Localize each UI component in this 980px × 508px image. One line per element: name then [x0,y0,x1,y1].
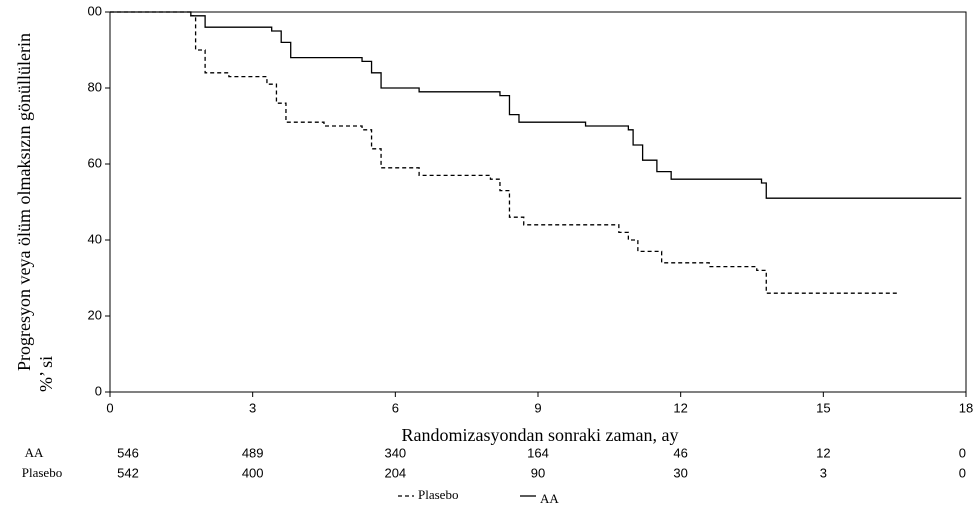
y-tick-label: 60 [88,155,102,170]
risk-value: 340 [384,445,406,460]
survival-curve [110,11,962,199]
x-axis-label: Randomizasyondan sonraki zaman, ay [402,425,679,445]
x-tick-label: 15 [816,400,830,415]
plot-frame [109,11,967,393]
risk-value: 0 [959,465,966,480]
x-tick-label: 18 [959,400,973,415]
x-tick-label: 9 [534,400,541,415]
risk-row-label: Plasebo [22,465,62,480]
risk-value: 542 [117,465,139,480]
risk-value: 12 [816,445,830,460]
y-tick-label: 80 [88,79,102,94]
x-tick-label: 12 [673,400,687,415]
survival-curve [110,11,900,294]
x-tick-label: 6 [392,400,399,415]
x-tick-label: 0 [106,400,113,415]
legend-label: AA [540,491,559,506]
risk-value: 489 [242,445,264,460]
y-tick-label: 20 [88,307,102,322]
risk-value: 0 [959,445,966,460]
risk-value: 204 [384,465,406,480]
y-tick-label: 0 [95,383,102,398]
legend-label: Plasebo [418,487,458,502]
risk-value: 90 [531,465,545,480]
risk-value: 400 [242,465,264,480]
risk-value: 546 [117,445,139,460]
x-tick-label: 3 [249,400,256,415]
risk-value: 30 [673,465,687,480]
risk-row-label: AA [25,445,44,460]
risk-value: 46 [673,445,687,460]
risk-value: 164 [527,445,549,460]
y-tick-label: 40 [88,231,102,246]
y-axis-label: Progresyon veya ölüm olmaksızın gönüllül… [14,33,34,371]
risk-value: 3 [820,465,827,480]
y-tick-label: 00 [88,3,102,18]
y-axis-label: %’ si [36,356,56,392]
